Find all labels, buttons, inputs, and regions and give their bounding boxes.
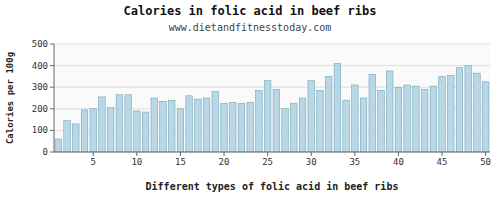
bar <box>291 103 298 152</box>
bar <box>447 75 454 152</box>
bar <box>99 97 106 152</box>
bar <box>81 110 88 152</box>
x-tick-label: 35 <box>349 157 360 167</box>
y-tick <box>50 87 54 88</box>
y-tick-label: 300 <box>32 82 48 92</box>
y-tick-label: 500 <box>32 39 48 49</box>
bar <box>474 73 481 152</box>
y-tick <box>50 44 54 45</box>
x-tick-label: 45 <box>437 157 448 167</box>
bar <box>343 100 350 152</box>
bar <box>386 71 393 152</box>
bar <box>107 108 114 152</box>
bar <box>238 103 245 152</box>
x-tick-label: 25 <box>262 157 273 167</box>
bar <box>282 109 289 152</box>
bar <box>404 85 411 152</box>
title: Calories in folic acid in beef ribs <box>124 4 377 18</box>
bar <box>369 74 376 152</box>
grid-line <box>54 65 490 66</box>
y-axis-line <box>54 44 55 152</box>
x-tick <box>485 152 486 156</box>
bar <box>212 92 219 152</box>
x-axis-label: Different types of folic acid in beef ri… <box>146 181 399 192</box>
bar <box>299 98 306 152</box>
bar <box>395 87 402 152</box>
x-tick-label: 5 <box>91 157 96 167</box>
y-tick <box>50 152 54 153</box>
bar <box>482 82 489 152</box>
bar <box>308 81 315 152</box>
bar <box>360 98 367 152</box>
bar <box>203 98 210 152</box>
bar <box>430 86 437 152</box>
grid <box>54 44 490 152</box>
x-tick <box>442 152 443 156</box>
bar <box>134 111 141 152</box>
x-tick <box>93 152 94 156</box>
x-tick-label: 20 <box>219 157 230 167</box>
bar <box>151 98 158 152</box>
bar <box>264 81 271 152</box>
bar <box>125 95 132 152</box>
y-axis-label: Calories per 100g <box>5 52 15 144</box>
bar <box>142 112 149 152</box>
x-tick-label: 10 <box>131 157 142 167</box>
bar <box>413 86 420 152</box>
x-axis-line <box>54 152 490 153</box>
x-tick-label: 50 <box>480 157 491 167</box>
bar <box>73 124 80 152</box>
y-tick-label: 100 <box>32 125 48 135</box>
x-tick <box>311 152 312 156</box>
bar <box>168 100 175 152</box>
bar <box>465 66 472 152</box>
y-tick-label: 200 <box>32 104 48 114</box>
bar <box>273 89 280 152</box>
y-tick <box>50 65 54 66</box>
bar <box>221 103 228 152</box>
grid-line <box>54 44 490 45</box>
x-tick <box>224 152 225 156</box>
x-tick <box>354 152 355 156</box>
x-tick-label: 30 <box>306 157 317 167</box>
chart: 0 100 200 300 400 500 5 10 15 20 25 30 35 40 45 50 Calor… <box>0 0 500 200</box>
bar <box>352 85 359 152</box>
bar <box>247 102 254 152</box>
bar <box>195 99 202 152</box>
bar <box>421 89 428 152</box>
y-tick <box>50 130 54 131</box>
y-tick <box>50 108 54 109</box>
grid-line <box>54 152 490 153</box>
bar <box>186 96 193 152</box>
bar <box>456 68 463 152</box>
x-tick <box>267 152 268 156</box>
x-tick-label: 15 <box>175 157 186 167</box>
bar <box>317 90 324 152</box>
bar <box>177 109 184 152</box>
grid-line <box>54 87 490 88</box>
bar <box>378 90 385 152</box>
y-tick-label: 0 <box>43 147 48 157</box>
x-tick-label: 40 <box>393 157 404 167</box>
y-tick-label: 400 <box>32 61 48 71</box>
plot-area <box>54 44 490 152</box>
x-tick <box>136 152 137 156</box>
bar <box>334 63 341 152</box>
bars <box>55 63 489 152</box>
bar <box>439 76 446 152</box>
subtitle: www.dietandfitnesstoday.com <box>169 22 332 33</box>
bar <box>116 95 123 152</box>
x-tick <box>180 152 181 156</box>
bar <box>160 101 167 152</box>
bar <box>55 139 62 152</box>
x-tick <box>398 152 399 156</box>
bar <box>90 109 97 152</box>
bar <box>325 76 332 152</box>
bar <box>229 102 236 152</box>
bar <box>64 121 71 152</box>
bar <box>256 90 263 152</box>
